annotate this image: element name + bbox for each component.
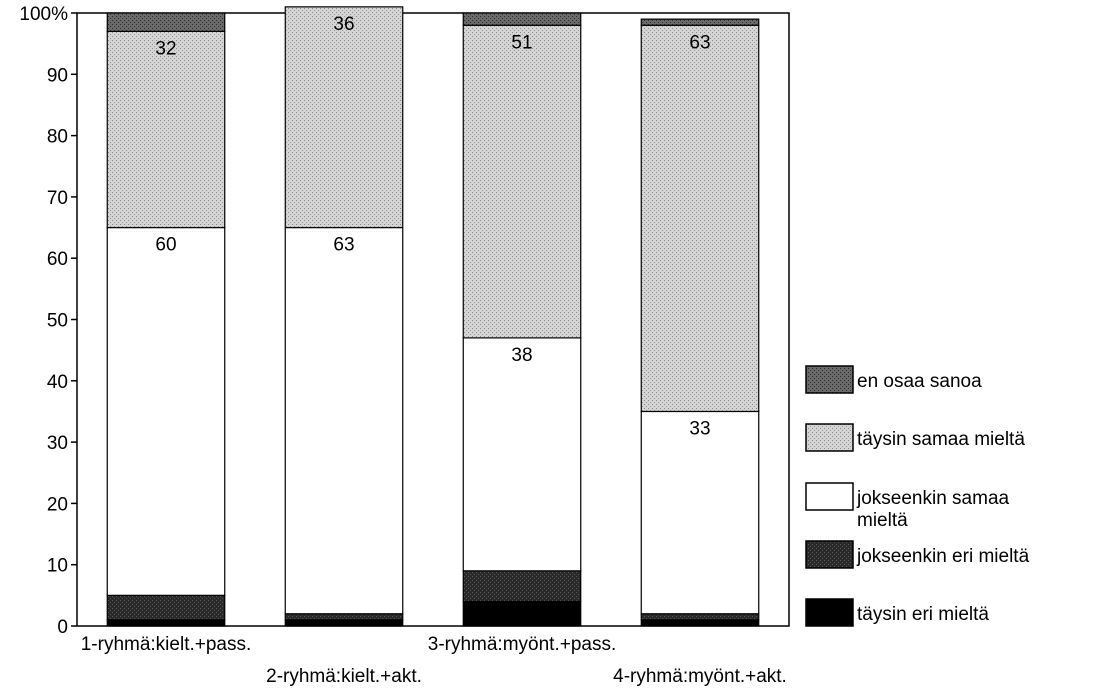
y-tick-label: 90 xyxy=(47,65,68,86)
legend-swatch-jokseenkin-eri-mielta xyxy=(805,540,854,569)
bar-segment-taysin-eri-mielta xyxy=(106,619,226,627)
data-label: 38 xyxy=(511,345,532,366)
bar-segment-en-osaa-sanoa xyxy=(640,18,760,26)
legend-swatch-en-osaa-sanoa xyxy=(805,365,854,394)
bar-segment-taysin-samaa-mielta xyxy=(640,24,760,413)
data-label: 63 xyxy=(333,235,354,256)
legend-swatch-taysin-samaa-mielta xyxy=(805,423,854,452)
legend-swatch-jokseenkin-samaa-mielta xyxy=(805,482,854,511)
bars xyxy=(106,6,760,627)
y-tick-label: 70 xyxy=(47,188,68,209)
bar-segment-jokseenkin-eri-mielta xyxy=(462,570,582,603)
y-tick-label: 10 xyxy=(47,556,68,577)
bar-segment-jokseenkin-samaa-mielta xyxy=(284,226,404,615)
y-tick-label: 60 xyxy=(47,249,68,270)
bar-segment-taysin-eri-mielta xyxy=(640,619,760,627)
x-axis-labels: 1-ryhmä:kielt.+pass. 2-ryhmä:kielt.+akt. 3… xyxy=(81,634,787,687)
x-category-label: 3-ryhmä:myönt.+pass. xyxy=(428,634,617,655)
legend-swatch-taysin-eri-mielta xyxy=(805,598,854,627)
bar-segment-jokseenkin-samaa-mielta xyxy=(640,410,760,615)
y-tick-label: 20 xyxy=(47,494,68,515)
data-label: 60 xyxy=(155,235,176,256)
y-tick-label: 80 xyxy=(47,127,68,148)
legend-label-jokseenkin-samaa-mielta: jokseenkin samaa mieltä xyxy=(856,488,1010,531)
data-label: 51 xyxy=(511,32,532,53)
y-tick-label: 30 xyxy=(47,433,68,454)
y-tick-label: 50 xyxy=(47,311,68,332)
legend-label-taysin-samaa-mielta: täysin samaa mieltä xyxy=(857,429,1025,450)
legend-label-taysin-eri-mielta: täysin eri mieltä xyxy=(857,604,989,625)
y-tick-label: 0 xyxy=(57,617,68,638)
bar-segment-taysin-samaa-mielta xyxy=(106,30,226,229)
data-labels: 60 32 63 36 38 51 33 63 xyxy=(155,14,710,440)
y-tick-label: 40 xyxy=(47,372,68,393)
bar-segment-jokseenkin-samaa-mielta xyxy=(106,226,226,596)
data-label: 63 xyxy=(689,32,710,53)
legend: en osaa sanoa täysin samaa mieltä jokseenk… xyxy=(805,365,1030,627)
y-tick-label: 100% xyxy=(19,4,68,25)
x-category-label: 2-ryhmä:kielt.+akt. xyxy=(266,666,422,687)
y-axis: 0 10 20 30 40 50 60 70 80 90 100% xyxy=(19,4,77,638)
bar-segment-jokseenkin-eri-mielta xyxy=(284,613,404,621)
bar-segment-taysin-eri-mielta xyxy=(284,619,404,627)
x-category-label: 4-ryhmä:myönt.+akt. xyxy=(613,666,787,687)
data-label: 33 xyxy=(689,418,710,439)
legend-label-jokseenkin-eri-mielta: jokseenkin eri mieltä xyxy=(856,546,1030,567)
bar-segment-jokseenkin-samaa-mielta xyxy=(462,337,582,572)
bar-segment-taysin-eri-mielta xyxy=(462,600,582,627)
legend-label-en-osaa-sanoa: en osaa sanoa xyxy=(857,371,982,392)
bar-segment-taysin-samaa-mielta xyxy=(284,6,404,229)
bar-segment-jokseenkin-eri-mielta xyxy=(106,594,226,621)
bar-segment-en-osaa-sanoa xyxy=(462,12,582,26)
data-label: 32 xyxy=(155,38,176,59)
bar-segment-jokseenkin-eri-mielta xyxy=(640,613,760,621)
bar-segment-taysin-samaa-mielta xyxy=(462,24,582,339)
data-label: 36 xyxy=(333,14,354,35)
bar-segment-en-osaa-sanoa xyxy=(106,12,226,32)
x-category-label: 1-ryhmä:kielt.+pass. xyxy=(81,634,252,655)
